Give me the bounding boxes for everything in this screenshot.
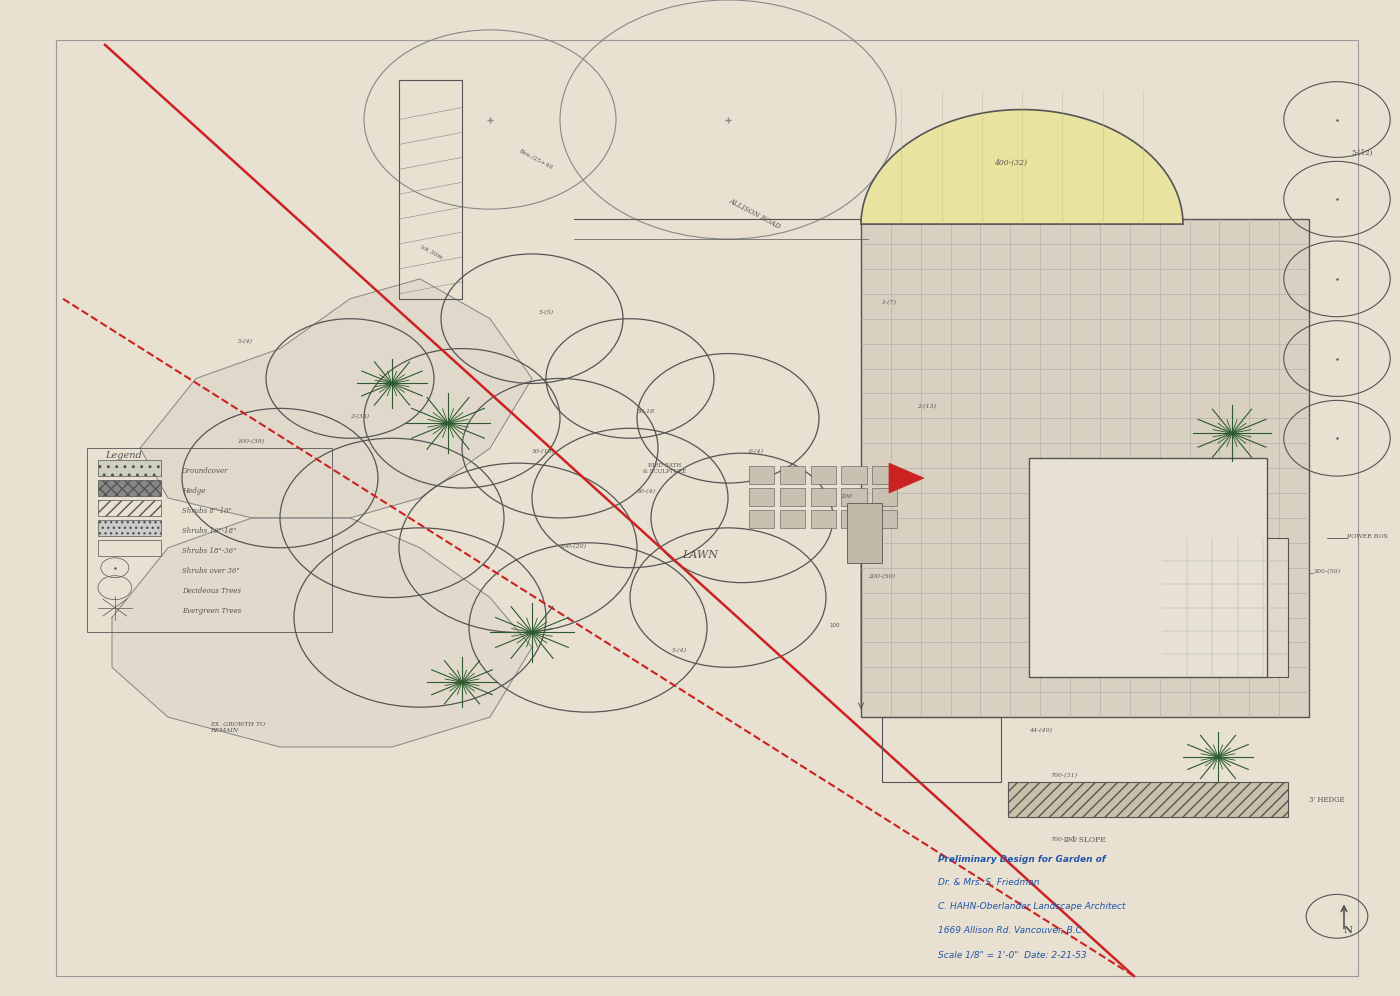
Text: 5-(4): 5-(4): [672, 648, 687, 653]
Bar: [841, 510, 867, 528]
Bar: [1029, 458, 1267, 677]
Polygon shape: [112, 518, 532, 747]
Text: 50-18: 50-18: [637, 409, 655, 414]
Bar: [780, 488, 805, 506]
Text: Shrubs 10"-18": Shrubs 10"-18": [182, 527, 237, 535]
Polygon shape: [140, 279, 532, 518]
Bar: [749, 488, 774, 506]
Text: 3' HEDGE: 3' HEDGE: [1309, 796, 1344, 804]
Text: 5-(4): 5-(4): [238, 340, 253, 345]
Text: EX. GROWTH TO
REMAIN: EX. GROWTH TO REMAIN: [210, 722, 265, 733]
Text: 50-(4): 50-(4): [637, 489, 657, 494]
Text: 200-(50): 200-(50): [868, 574, 895, 579]
Bar: [749, 510, 774, 528]
Text: Groundcover: Groundcover: [182, 467, 228, 475]
Text: LAWN: LAWN: [682, 550, 718, 560]
Text: 2-(33): 2-(33): [350, 414, 370, 419]
Text: 100-(39): 100-(39): [238, 439, 265, 444]
Text: 5-(5): 5-(5): [539, 310, 554, 315]
Bar: [780, 510, 805, 528]
Text: 50-(18): 50-(18): [532, 449, 556, 454]
Bar: [87, 448, 332, 632]
Bar: [98, 460, 161, 476]
Text: Shrubs over 36": Shrubs over 36": [182, 567, 239, 575]
Text: N: N: [1344, 926, 1352, 935]
Bar: [399, 80, 462, 299]
Text: 1669 Allison Rd. Vancouver, B.C.: 1669 Allison Rd. Vancouver, B.C.: [938, 926, 1085, 935]
Bar: [811, 466, 836, 484]
Text: 5-(12): 5-(12): [1351, 148, 1372, 156]
Bar: [780, 466, 805, 484]
Text: 1-(7): 1-(7): [882, 300, 897, 305]
Polygon shape: [861, 110, 1183, 224]
Text: Legend: Legend: [105, 451, 141, 460]
Bar: [872, 510, 897, 528]
Bar: [811, 510, 836, 528]
Text: 2-(13): 2-(13): [917, 404, 937, 409]
Bar: [872, 488, 897, 506]
Bar: [882, 717, 1001, 782]
Text: Evergreen Trees: Evergreen Trees: [182, 607, 241, 615]
Bar: [98, 540, 161, 556]
Text: Hedge: Hedge: [182, 487, 206, 495]
Text: 100: 100: [829, 623, 840, 628]
Text: Bou./25+40: Bou./25+40: [518, 148, 553, 170]
Text: 100-(20): 100-(20): [560, 544, 587, 549]
Text: 400-(32): 400-(32): [994, 158, 1028, 166]
Bar: [841, 488, 867, 506]
Text: 200: 200: [840, 494, 853, 499]
Text: Scale 1/8" = 1'-0"  Date: 2-21-53: Scale 1/8" = 1'-0" Date: 2-21-53: [938, 950, 1086, 959]
Text: Dr. & Mrs. S. Friedman: Dr. & Mrs. S. Friedman: [938, 878, 1039, 887]
Text: 6-(4): 6-(4): [749, 449, 764, 454]
Bar: [841, 466, 867, 484]
Bar: [98, 520, 161, 536]
Bar: [811, 488, 836, 506]
Text: ALLISON ROAD: ALLISON ROAD: [728, 197, 783, 231]
Text: 700-(31): 700-(31): [1050, 773, 1077, 778]
Text: lot 30m: lot 30m: [420, 244, 444, 260]
Text: 700-(30): 700-(30): [1050, 838, 1077, 843]
Bar: [861, 219, 1309, 717]
Text: BIRD BATH
& SCULPTURE: BIRD BATH & SCULPTURE: [644, 463, 686, 474]
Text: Preliminary Design for Garden of: Preliminary Design for Garden of: [938, 855, 1106, 864]
Text: 200-(50): 200-(50): [1313, 569, 1340, 574]
Bar: [1162, 538, 1288, 677]
Bar: [98, 480, 161, 496]
Bar: [872, 466, 897, 484]
Text: 2:1 SLOPE: 2:1 SLOPE: [1064, 836, 1106, 844]
Bar: [98, 500, 161, 516]
Text: Decideous Trees: Decideous Trees: [182, 587, 241, 595]
Text: Shrubs 18"-36": Shrubs 18"-36": [182, 547, 237, 555]
Bar: [749, 466, 774, 484]
Text: C. HAHN-Oberlander Landscape Architect: C. HAHN-Oberlander Landscape Architect: [938, 902, 1126, 911]
Bar: [1008, 782, 1288, 817]
Text: 44-(40): 44-(40): [1029, 728, 1053, 733]
Polygon shape: [889, 463, 924, 493]
Text: Shrubs 8"-10": Shrubs 8"-10": [182, 507, 232, 515]
Bar: [847, 503, 882, 563]
Text: POWER BOX: POWER BOX: [1347, 534, 1387, 539]
